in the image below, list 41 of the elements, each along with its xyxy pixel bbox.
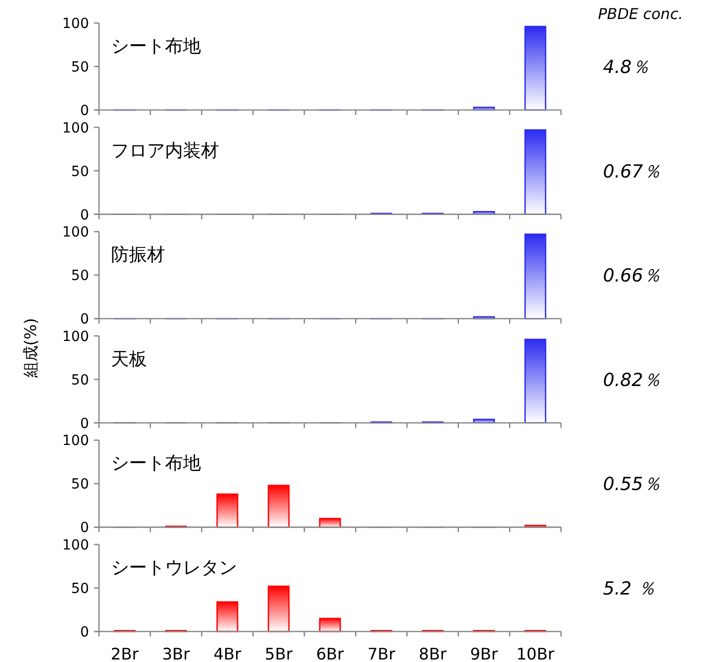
x-tick-label: 3Br (162, 644, 190, 662)
y-tick-label: 100 (62, 433, 89, 450)
text: 0.55％ (603, 474, 662, 496)
x-tick-label: 5Br (264, 644, 293, 662)
y-tick-label: 50 (71, 60, 89, 76)
y-tick-label: 100 (62, 224, 89, 241)
x-tick-label: 6Br (316, 644, 344, 662)
text: シート布地 (111, 453, 201, 474)
y-tick-label: 0 (80, 520, 89, 536)
text: シートウレタン (111, 558, 237, 578)
x-tick-label: 9Br (470, 644, 498, 662)
y-tick-label: 0 (80, 207, 89, 224)
y-tick-label: 50 (71, 476, 89, 493)
y-tick-label: 0 (80, 103, 89, 119)
text: 4.8％ (603, 57, 650, 78)
text: 防振材 (111, 244, 165, 266)
y-axis-title: 組成(%) (21, 318, 40, 379)
x-tick-label: 2Br (110, 644, 139, 662)
x-tick-label: 7Br (367, 644, 396, 662)
y-tick-label: 100 (62, 538, 89, 554)
y-tick-label: 0 (80, 416, 89, 432)
y-tick-label: 100 (62, 328, 89, 345)
y-tick-label: 0 (80, 624, 89, 640)
x-tick-label: 8Br (418, 644, 447, 662)
text: 5.2 ％ (603, 578, 656, 600)
text: シート布地 (111, 36, 201, 57)
text: 0.82％ (603, 370, 662, 391)
text: フロア内装材 (111, 140, 219, 162)
text: 天板 (111, 348, 147, 370)
y-tick-label: 50 (71, 164, 89, 180)
x-tick-label: 10Br (516, 644, 555, 662)
text: PBDE conc. (598, 5, 684, 23)
x-tick-label: 4Br (213, 644, 242, 662)
y-tick-label: 100 (62, 16, 89, 32)
y-tick-label: 50 (71, 372, 89, 388)
text: 0.66％ (603, 266, 662, 287)
text: 0.67％ (603, 161, 662, 182)
y-tick-label: 0 (80, 312, 89, 328)
y-tick-label: 50 (71, 581, 89, 597)
y-tick-label: 100 (62, 120, 89, 136)
y-tick-label: 50 (71, 268, 89, 284)
